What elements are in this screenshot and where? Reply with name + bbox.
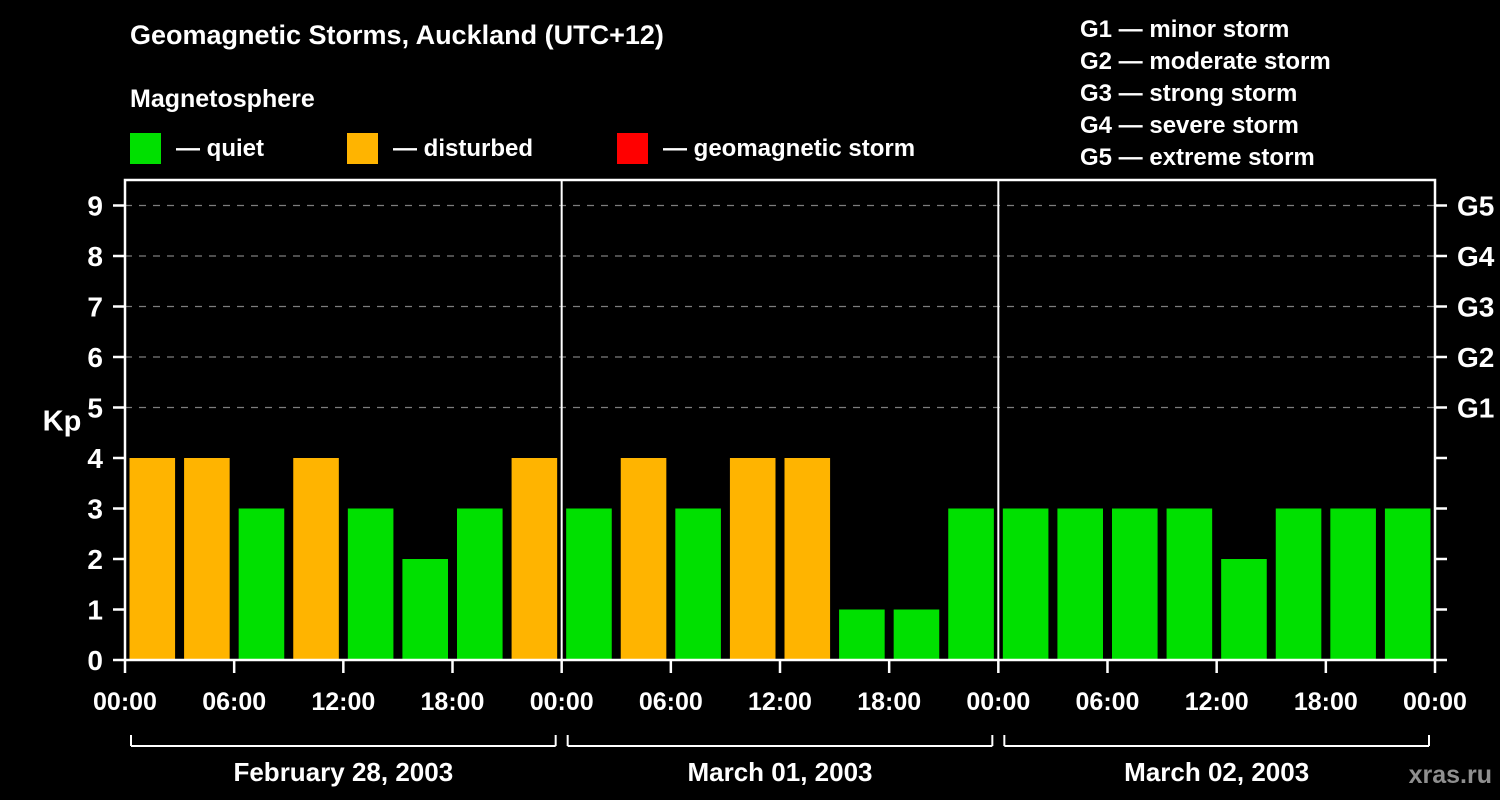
x-tick-label: 06:00 — [1076, 688, 1140, 716]
kp-bar — [238, 508, 285, 660]
xras-watermark: xras.ru — [1408, 761, 1492, 789]
g-axis-label: G5 — [1457, 191, 1494, 222]
kp-bar — [1112, 508, 1158, 660]
kp-bar — [729, 458, 776, 660]
g-axis-label: G3 — [1457, 292, 1494, 323]
g-axis-label: G4 — [1457, 241, 1495, 272]
g1-legend-line: G1 — minor storm — [1080, 16, 1290, 43]
y-tick-label: 2 — [87, 544, 103, 575]
x-tick-label: 18:00 — [421, 688, 485, 716]
y-tick-label: 1 — [87, 595, 103, 626]
kp-bar — [1330, 508, 1376, 660]
y-tick-label: 5 — [87, 393, 103, 424]
kp-bar — [402, 559, 448, 660]
legend-item-storm: — geomagnetic storm — [617, 133, 915, 164]
g4-legend-line: G4 — severe storm — [1080, 112, 1299, 139]
kp-bar — [1002, 508, 1049, 660]
date-label: February 28, 2003 — [233, 757, 453, 787]
x-tick-label: 00:00 — [530, 688, 594, 716]
legend-item-quiet: — quiet — [130, 133, 264, 164]
kp-bar — [457, 508, 503, 660]
x-tick-label: 18:00 — [1294, 688, 1358, 716]
kp-bar — [347, 508, 394, 660]
g-scale-legend: G1 — minor storm G2 — moderate storm G3 … — [1080, 14, 1331, 174]
kp-bar — [1221, 559, 1267, 660]
kp-bar — [293, 458, 339, 660]
y-tick-label: 6 — [87, 342, 103, 373]
x-tick-label: 00:00 — [1403, 688, 1467, 716]
chart-title: Geomagnetic Storms, Auckland (UTC+12) — [130, 20, 664, 50]
kp-bar — [129, 458, 176, 660]
y-tick-label: 4 — [87, 443, 103, 474]
quiet-label: — quiet — [176, 134, 264, 162]
x-tick-label: 06:00 — [639, 688, 703, 716]
g3-legend-line: G3 — strong storm — [1080, 80, 1298, 107]
kp-bar — [1275, 508, 1322, 660]
g5-legend-line: G5 — extreme storm — [1080, 144, 1315, 171]
quiet-swatch — [130, 133, 161, 164]
kp-bar — [784, 458, 831, 660]
y-tick-label: 3 — [87, 494, 103, 525]
y-tick-label: 9 — [87, 191, 103, 222]
x-tick-label: 18:00 — [857, 688, 921, 716]
magnetosphere-label: Magnetosphere — [130, 85, 315, 113]
kp-bar — [1166, 508, 1213, 660]
storm-swatch — [617, 133, 648, 164]
kp-bar — [1057, 508, 1103, 660]
kp-bar — [1384, 508, 1431, 660]
y-tick-label: 8 — [87, 241, 103, 272]
x-tick-label: 12:00 — [311, 688, 375, 716]
date-label: March 02, 2003 — [1124, 757, 1309, 787]
x-tick-label: 12:00 — [1185, 688, 1249, 716]
kp-bar — [839, 609, 885, 660]
kp-bar — [675, 508, 721, 660]
kp-axis-label: Kp — [43, 405, 82, 437]
kp-bar — [511, 458, 558, 660]
g-axis-label: G1 — [1457, 393, 1494, 424]
legend-item-disturbed: — disturbed — [347, 133, 533, 164]
x-tick-label: 00:00 — [966, 688, 1030, 716]
g2-legend-line: G2 — moderate storm — [1080, 48, 1331, 75]
g-axis-label: G2 — [1457, 342, 1494, 373]
x-tick-label: 00:00 — [93, 688, 157, 716]
kp-bar — [620, 458, 667, 660]
x-tick-label: 12:00 — [748, 688, 812, 716]
kp-bar — [893, 609, 940, 660]
y-tick-label: 7 — [87, 292, 103, 323]
kp-bar — [948, 508, 994, 660]
disturbed-label: — disturbed — [393, 134, 534, 162]
date-label: March 01, 2003 — [687, 757, 872, 787]
kp-bar — [184, 458, 230, 660]
y-tick-label: 0 — [87, 645, 103, 676]
kp-bar — [566, 508, 612, 660]
storm-label: — geomagnetic storm — [663, 134, 916, 162]
disturbed-swatch — [347, 133, 378, 164]
x-tick-label: 06:00 — [202, 688, 266, 716]
